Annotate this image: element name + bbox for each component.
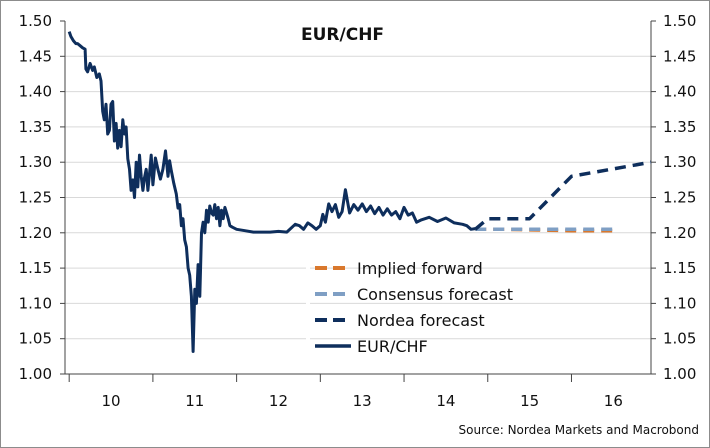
x-tick-label: 11 <box>185 392 204 410</box>
series-line-eur-chf <box>67 31 476 353</box>
legend-label: Consensus forecast <box>357 285 513 304</box>
y-tick-label-right: 1.40 <box>663 83 696 101</box>
legend-label: Implied forward <box>357 259 483 278</box>
y-tick-label-right: 1.15 <box>663 259 696 277</box>
y-tick-label-right: 1.10 <box>663 294 696 312</box>
legend-label: EUR/CHF <box>357 337 428 356</box>
y-tick-label-right: 1.20 <box>663 224 696 242</box>
y-tick-label-left: 1.40 <box>19 83 52 101</box>
x-tick-label: 10 <box>101 392 120 410</box>
y-tick-label-right: 1.00 <box>663 365 696 383</box>
x-tick-label: 14 <box>436 392 455 410</box>
x-tick-label: 13 <box>353 392 372 410</box>
y-tick-label-right: 1.05 <box>663 330 696 348</box>
y-tick-label-left: 1.25 <box>19 189 52 207</box>
y-tick-label-right: 1.45 <box>663 47 696 65</box>
y-tick-label-right: 1.25 <box>663 189 696 207</box>
y-tick-label-right: 1.30 <box>663 153 696 171</box>
x-tick-label: 15 <box>520 392 539 410</box>
x-tick-label: 16 <box>604 392 623 410</box>
chart-title: EUR/CHF <box>301 25 384 45</box>
legend-label: Nordea forecast <box>357 311 485 330</box>
source-note: Source: Nordea Markets and Macrobond <box>459 423 700 437</box>
y-tick-label-left: 1.30 <box>19 153 52 171</box>
y-tick-label-left: 1.35 <box>19 118 52 136</box>
y-tick-label-right: 1.35 <box>663 118 696 136</box>
y-tick-label-left: 1.45 <box>19 47 52 65</box>
legend: Implied forward Consensus forecast Nordea … <box>315 259 513 356</box>
y-tick-label-left: 1.00 <box>19 365 52 383</box>
axes: 1.50 1.50 1.45 1.45 1.40 1.40 1.35 1.35 1.30 1.30… <box>19 12 697 410</box>
series-line-nordea-forecast <box>474 160 652 231</box>
y-tick-label-left: 1.10 <box>19 294 52 312</box>
y-tick-label-left: 1.20 <box>19 224 52 242</box>
y-tick-label-left: 1.50 <box>19 12 52 30</box>
y-tick-label-left: 1.05 <box>19 330 52 348</box>
y-tick-label-left: 1.15 <box>19 259 52 277</box>
y-tick-label-right: 1.50 <box>663 12 696 30</box>
x-tick-label: 12 <box>269 392 288 410</box>
series-layer <box>67 31 652 353</box>
